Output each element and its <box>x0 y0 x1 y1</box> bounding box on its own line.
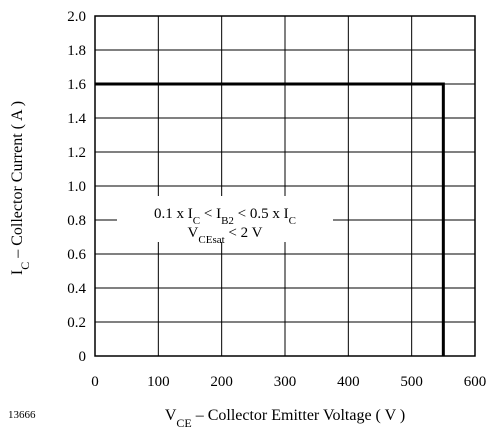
annotation-line-2: VCEsat < 2 V <box>188 225 263 246</box>
series-group <box>95 82 445 356</box>
x-tick-label: 300 <box>274 374 297 390</box>
x-tick-label: 100 <box>147 374 170 390</box>
annotation-line-1: 0.1 x IC < IB2 < 0.5 x IC <box>154 206 296 227</box>
x-tick-label: 0 <box>91 374 99 390</box>
y-tick-label: 1.2 <box>67 145 86 161</box>
x-tick-label: 200 <box>210 374 233 390</box>
y-tick-label: 1.4 <box>67 111 86 127</box>
plot-area-frame <box>94 15 476 357</box>
y-tick-label: 0.4 <box>67 281 86 297</box>
y-tick-label: 2.0 <box>67 9 86 25</box>
y-tick-label: 0.6 <box>67 247 86 263</box>
y-tick-label: 0.8 <box>67 213 86 229</box>
y-tick-label: 1.0 <box>67 179 86 195</box>
x-tick-label: 600 <box>464 374 487 390</box>
y-tick-label: 0.2 <box>67 315 86 331</box>
y-axis-label: IC – Collector Current ( A ) <box>9 101 32 275</box>
y-tick-label: 1.8 <box>67 43 86 59</box>
annotation: 0.1 x IC < IB2 < 0.5 x IC VCEsat < 2 V <box>117 196 333 246</box>
x-tick-label: 400 <box>337 374 360 390</box>
x-axis-label: VCE – Collector Emitter Voltage ( V ) <box>165 407 405 428</box>
x-tick-label: 500 <box>400 374 423 390</box>
y-tick-label: 0 <box>79 349 87 365</box>
series-line <box>95 82 445 356</box>
y-tick-labels: 0 0.2 0.4 0.6 0.8 1.0 1.2 1.4 1.6 1.8 2.0 <box>67 9 86 365</box>
figure-id: 13666 <box>8 409 36 421</box>
grid <box>94 15 476 357</box>
y-tick-label: 1.6 <box>67 77 86 93</box>
x-tick-labels: 0 100 200 300 400 500 600 <box>91 374 486 390</box>
annotation-background <box>117 196 333 242</box>
